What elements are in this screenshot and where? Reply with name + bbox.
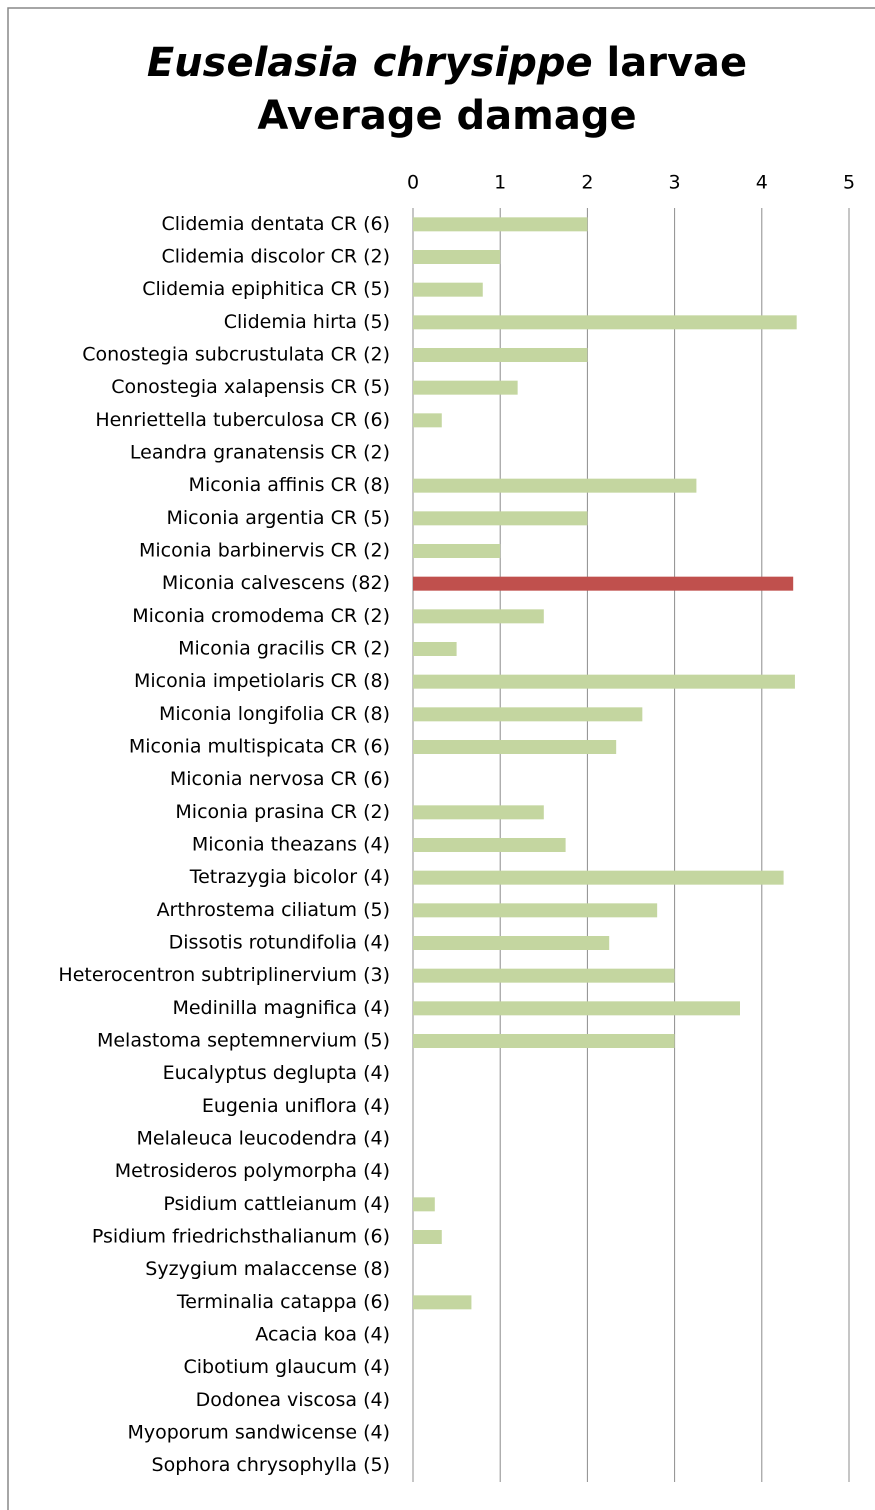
bar — [413, 380, 518, 395]
x-tick-label: 5 — [843, 172, 855, 194]
y-tick-label: Medinilla magnifica (4) — [172, 997, 390, 1019]
y-tick-label: Miconia prasina CR (2) — [175, 801, 390, 823]
y-tick-label: Eucalyptus deglupta (4) — [163, 1062, 390, 1084]
y-tick-label: Psidium cattleianum (4) — [163, 1193, 390, 1215]
bar — [413, 674, 795, 689]
bar — [413, 870, 784, 885]
bar — [413, 413, 442, 428]
bar — [413, 348, 588, 362]
bar — [413, 1001, 740, 1016]
y-tick-label: Miconia theazans (4) — [192, 834, 390, 856]
bar — [413, 838, 566, 852]
bar — [413, 1197, 435, 1212]
bar — [413, 315, 797, 330]
bar — [413, 511, 588, 526]
bar — [413, 936, 610, 950]
x-tick-label: 2 — [581, 172, 593, 194]
chart-border — [7, 7, 875, 1510]
bar — [413, 1034, 675, 1048]
y-tick-label: Dodonea viscosa (4) — [196, 1389, 390, 1411]
bar — [413, 478, 697, 493]
y-tick-label: Tetrazygia bicolor (4) — [189, 866, 390, 888]
y-tick-label: Eugenia uniflora (4) — [202, 1095, 390, 1117]
bar — [413, 740, 617, 754]
y-tick-label: Miconia nervosa CR (6) — [170, 768, 390, 790]
y-tick-label: Miconia calvescens (82) — [162, 572, 390, 594]
y-tick-label: Acacia koa (4) — [255, 1324, 390, 1346]
bar — [413, 282, 483, 297]
y-tick-label: Conostegia xalapensis CR (5) — [111, 376, 390, 398]
y-tick-label: Sophora chrysophylla (5) — [152, 1454, 390, 1476]
bar — [413, 544, 501, 558]
y-tick-label: Myoporum sandwicense (4) — [127, 1422, 390, 1444]
y-tick-label: Dissotis rotundifolia (4) — [169, 932, 390, 954]
y-tick-label: Miconia longifolia CR (8) — [159, 703, 390, 725]
y-tick-label: Terminalia catappa (6) — [176, 1291, 390, 1313]
y-tick-label: Miconia multispicata CR (6) — [129, 736, 390, 758]
y-tick-label: Miconia argentia CR (5) — [167, 507, 391, 529]
bar — [413, 576, 794, 591]
bar — [413, 217, 588, 232]
y-tick-label: Arthrostema ciliatum (5) — [157, 899, 390, 921]
x-tick-label: 0 — [407, 172, 419, 194]
chart-subtitle: Average damage — [257, 93, 636, 139]
y-tick-label: Cibotium glaucum (4) — [183, 1356, 390, 1378]
y-tick-label: Melaleuca leucodendra (4) — [137, 1128, 391, 1150]
bar — [413, 707, 643, 722]
x-tick-label: 3 — [669, 172, 681, 194]
title-rest: larvae — [607, 40, 748, 86]
bar — [413, 250, 501, 264]
bar — [413, 968, 675, 983]
y-tick-label: Melastoma septemnervium (5) — [97, 1030, 390, 1052]
bar — [413, 1230, 442, 1244]
title-italic: Euselasia chrysippe — [147, 40, 593, 86]
bar — [413, 642, 457, 656]
bar — [413, 903, 658, 918]
y-tick-label: Miconia cromodema CR (2) — [132, 605, 390, 627]
y-tick-label: Metrosideros polymorpha (4) — [115, 1160, 390, 1182]
bar — [413, 609, 544, 624]
y-tick-label: Clidemia epiphitica CR (5) — [142, 278, 390, 300]
chart-title: Euselasia chrysippe larvae — [147, 40, 747, 86]
y-tick-label: Miconia impetiolaris CR (8) — [134, 670, 390, 692]
y-tick-label: Heterocentron subtriplinervium (3) — [58, 964, 390, 986]
y-tick-label: Miconia gracilis CR (2) — [178, 638, 390, 660]
y-tick-label: Clidemia dentata CR (6) — [162, 213, 390, 235]
y-tick-label: Henriettella tuberculosa CR (6) — [95, 409, 390, 431]
bar — [413, 1295, 472, 1310]
bar — [413, 805, 544, 820]
y-tick-label: Conostegia subcrustulata CR (2) — [82, 344, 390, 366]
y-tick-label: Miconia affinis CR (8) — [189, 474, 390, 496]
y-tick-label: Leandra granatensis CR (2) — [130, 442, 390, 464]
y-tick-label: Clidemia discolor CR (2) — [161, 246, 390, 268]
x-tick-label: 1 — [494, 172, 506, 194]
x-tick-label: 4 — [756, 172, 768, 194]
y-tick-label: Miconia barbinervis CR (2) — [139, 540, 390, 562]
y-tick-label: Clidemia hirta (5) — [224, 311, 390, 333]
y-tick-label: Syzygium malaccense (8) — [145, 1258, 390, 1280]
y-tick-label: Psidium friedrichsthalianum (6) — [92, 1226, 390, 1248]
